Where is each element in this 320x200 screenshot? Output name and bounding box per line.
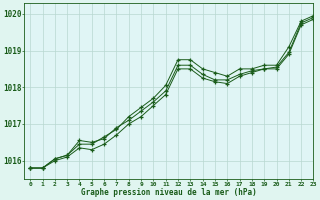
X-axis label: Graphe pression niveau de la mer (hPa): Graphe pression niveau de la mer (hPa) [81, 188, 257, 197]
